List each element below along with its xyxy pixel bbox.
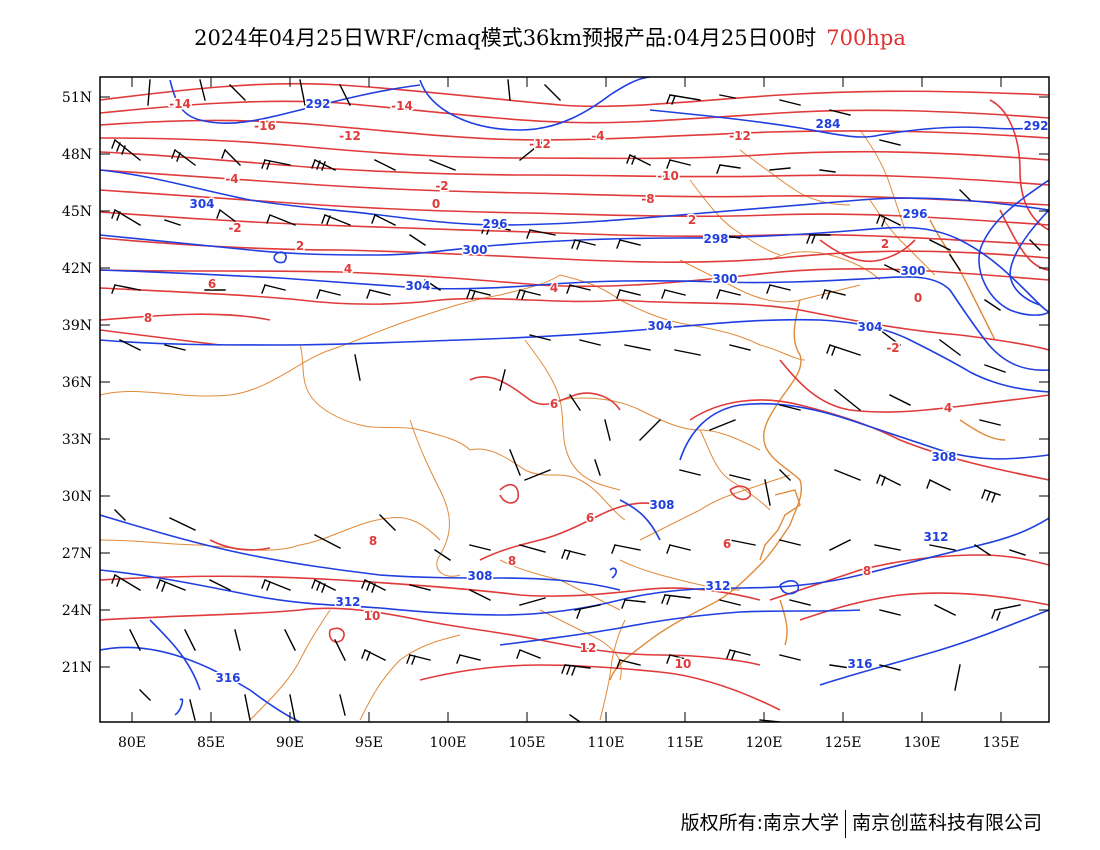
title-text: 2024年04月25日WRF/cmaq模式36km预报产品:04月25日00时 bbox=[194, 26, 817, 50]
height-label: 300 bbox=[462, 243, 487, 257]
lon-labels: 80E 85E 90E 95E 100E 105E 110E 115E 120E… bbox=[118, 735, 1020, 751]
temp-label: 4 bbox=[944, 401, 952, 415]
boundary-lines bbox=[100, 129, 936, 721]
temp-label: 4 bbox=[550, 281, 558, 295]
lon-label: 90E bbox=[276, 735, 304, 751]
height-label: 304 bbox=[647, 319, 672, 333]
lon-label: 135E bbox=[983, 735, 1020, 751]
lat-label: 51N bbox=[62, 90, 92, 106]
temp-label: -12 bbox=[729, 129, 751, 143]
height-label: 312 bbox=[705, 579, 730, 593]
lon-label: 115E bbox=[667, 735, 704, 751]
lon-label: 110E bbox=[588, 735, 625, 751]
lat-label: 48N bbox=[62, 147, 92, 163]
temp-label: 8 bbox=[144, 311, 152, 325]
temp-label: -2 bbox=[435, 179, 448, 193]
height-label: 296 bbox=[902, 207, 927, 221]
height-label: 316 bbox=[215, 671, 240, 685]
temp-label: 4 bbox=[344, 262, 352, 276]
lat-axis bbox=[100, 96, 1049, 668]
lat-label: 33N bbox=[62, 432, 92, 448]
temp-label: -4 bbox=[225, 172, 238, 186]
footer-divider bbox=[844, 809, 846, 838]
temp-label: -14 bbox=[391, 99, 413, 113]
copyright-text: 版权所有:南京大学 bbox=[680, 812, 839, 834]
temp-label: 2 bbox=[881, 237, 889, 251]
lon-axis bbox=[131, 77, 1002, 722]
height-label: 292 bbox=[305, 97, 330, 111]
height-label: 304 bbox=[857, 320, 882, 334]
temp-label: 8 bbox=[863, 564, 871, 578]
temp-label: 10 bbox=[364, 609, 381, 623]
lat-label: 24N bbox=[62, 603, 92, 619]
height-label: 298 bbox=[703, 232, 728, 246]
temp-label: 8 bbox=[369, 534, 377, 548]
lat-label: 42N bbox=[62, 261, 92, 277]
temp-label: -16 bbox=[254, 119, 276, 133]
lon-label: 80E bbox=[118, 735, 146, 751]
temp-label: -2 bbox=[886, 341, 899, 355]
temperature-labels: -14 -16 -12 -14 -12 -4 -12 -10 -8 -4 -2 … bbox=[142, 96, 953, 673]
lon-label: 85E bbox=[197, 735, 225, 751]
map-title: 2024年04月25日WRF/cmaq模式36km预报产品:04月25日00时 7… bbox=[0, 22, 1100, 52]
height-label: 308 bbox=[649, 498, 674, 512]
temp-label: 6 bbox=[550, 397, 558, 411]
height-label: 292 bbox=[1023, 119, 1048, 133]
title-level: 700hpa bbox=[826, 26, 906, 50]
height-label: 316 bbox=[847, 657, 872, 671]
lon-label: 130E bbox=[904, 735, 941, 751]
temp-label: 12 bbox=[580, 641, 597, 655]
lon-label: 100E bbox=[430, 735, 467, 751]
temp-label: 6 bbox=[586, 511, 594, 525]
height-labels: 292 284 292 304 296 300 304 300 304 298 … bbox=[188, 96, 1049, 687]
company-name: 南京创蓝科技有限公司 bbox=[851, 812, 1042, 834]
height-label: 296 bbox=[482, 217, 507, 231]
temp-label: -12 bbox=[339, 129, 361, 143]
temp-label: 6 bbox=[723, 537, 731, 551]
lon-label: 120E bbox=[746, 735, 783, 751]
height-label: 308 bbox=[467, 569, 492, 583]
lat-label: 30N bbox=[62, 489, 92, 505]
lat-label: 36N bbox=[62, 375, 92, 391]
height-label: 284 bbox=[815, 117, 840, 131]
plot-frame bbox=[99, 76, 1050, 723]
lat-labels: 51N 48N 45N 42N 39N 36N 33N 30N 27N 24N … bbox=[62, 90, 92, 676]
temp-label: 10 bbox=[675, 657, 692, 671]
height-label: 312 bbox=[923, 530, 948, 544]
temp-label: -4 bbox=[591, 129, 604, 143]
temp-label: 8 bbox=[508, 554, 516, 568]
lat-label: 39N bbox=[62, 318, 92, 334]
temp-label: 6 bbox=[208, 277, 216, 291]
lon-label: 125E bbox=[825, 735, 862, 751]
footer: 版权所有:南京大学 南京创蓝科技有限公司 bbox=[681, 808, 1042, 838]
height-label: 312 bbox=[335, 595, 360, 609]
temp-label: 2 bbox=[296, 239, 304, 253]
height-label: 300 bbox=[900, 264, 925, 278]
height-label: 308 bbox=[931, 450, 956, 464]
lon-label: 95E bbox=[355, 735, 383, 751]
coastline bbox=[609, 219, 1006, 681]
temp-label: -12 bbox=[529, 137, 551, 151]
wind-barbs bbox=[111, 79, 1041, 722]
temp-label: -10 bbox=[657, 169, 679, 183]
lat-label: 27N bbox=[62, 546, 92, 562]
lat-label: 21N bbox=[62, 660, 92, 676]
temp-label: 0 bbox=[432, 197, 440, 211]
temp-label: 0 bbox=[914, 291, 922, 305]
height-contours bbox=[100, 77, 1049, 722]
temp-label: 2 bbox=[688, 213, 696, 227]
height-label: 300 bbox=[712, 272, 737, 286]
lon-label: 105E bbox=[509, 735, 546, 751]
lat-label: 45N bbox=[62, 204, 92, 220]
temp-label: -14 bbox=[169, 97, 191, 111]
height-label: 304 bbox=[405, 279, 430, 293]
temperature-contours bbox=[100, 82, 1049, 711]
height-label: 304 bbox=[189, 197, 214, 211]
temp-label: -2 bbox=[228, 221, 241, 235]
temp-label: -8 bbox=[641, 192, 654, 206]
